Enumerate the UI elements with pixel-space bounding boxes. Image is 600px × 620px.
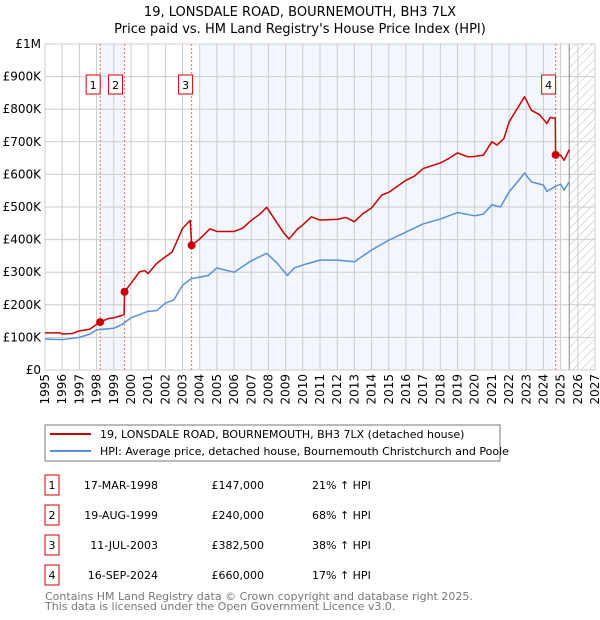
x-tick-label: 2003 <box>176 374 190 405</box>
plot-area: 1995 1996 1997 1998 1999 2000 2001 2002 2003 2004… <box>3 37 600 405</box>
sale-price: £382,500 <box>212 539 265 552</box>
sale-number-box <box>108 74 124 95</box>
legend-label-hpi: HPI: Average price, detached house, Bour… <box>100 445 509 458</box>
sale-price: £240,000 <box>212 509 265 522</box>
legend: 19, LONSDALE ROAD, BOURNEMOUTH, BH3 7LX … <box>44 424 509 462</box>
sale-point <box>551 150 560 159</box>
x-tick-label: 2021 <box>485 374 499 405</box>
y-tick-label: £300K <box>3 265 43 279</box>
chart-subtitle: Price paid vs. HM Land Registry's House … <box>114 22 486 37</box>
sale-date: 11-JUL-2003 <box>90 539 158 552</box>
plot-border <box>44 43 596 371</box>
hpi-line <box>44 172 570 341</box>
x-tick-label: 2023 <box>519 374 533 405</box>
sale-number: 4 <box>49 569 56 582</box>
x-tick-label: 2011 <box>313 374 327 405</box>
sale-point <box>187 241 196 250</box>
sale-number-box <box>541 74 557 95</box>
chart-title: 19, LONSDALE ROAD, BOURNEMOUTH, BH3 7LX <box>144 5 456 20</box>
table-row: 2 19-AUG-1999 £240,000 68% ↑ HPI <box>44 504 371 526</box>
x-tick-label: 2000 <box>124 374 138 405</box>
footer-copyright: Contains HM Land Registry data © Crown c… <box>45 590 473 603</box>
sale-number-box <box>178 74 194 95</box>
sale-number-box <box>44 504 60 526</box>
y-tick-label: £600K <box>3 167 43 181</box>
y-tick-label: £0 <box>26 363 41 377</box>
x-tick-label: 1997 <box>72 374 86 405</box>
sale-point <box>96 318 105 327</box>
y-tick-label: £1M <box>15 37 41 51</box>
sale-price: £147,000 <box>212 479 265 492</box>
footer-licence: This data is licensed under the Open Gov… <box>44 600 395 613</box>
property-price-line <box>45 96 570 335</box>
sale-price: £660,000 <box>212 569 265 582</box>
table-row: 3 11-JUL-2003 £382,500 38% ↑ HPI <box>44 534 371 556</box>
sale-point <box>120 287 129 296</box>
sale-number: 3 <box>49 539 56 552</box>
x-tick-label: 2027 <box>588 374 600 405</box>
sale-date: 17-MAR-1998 <box>84 479 158 492</box>
sale-hpi-diff: 68% ↑ HPI <box>312 509 371 522</box>
sale-hpi-diff: 38% ↑ HPI <box>312 539 371 552</box>
sale-hpi-diff: 17% ↑ HPI <box>312 569 371 582</box>
legend-box <box>44 424 501 462</box>
y-tick-label: £900K <box>3 70 43 84</box>
sale-number-box <box>44 564 60 586</box>
x-tick-label: 2018 <box>433 374 447 405</box>
sale-hpi-diff: 21% ↑ HPI <box>312 479 371 492</box>
sale-number: 1 <box>49 479 56 492</box>
x-tick-label: 2005 <box>210 374 224 405</box>
x-tick-label: 2012 <box>330 374 344 405</box>
sale-number-label: 4 <box>545 79 552 92</box>
table-row: 1 17-MAR-1998 £147,000 21% ↑ HPI <box>44 474 371 496</box>
x-tick-label: 2022 <box>502 374 516 405</box>
x-tick-label: 2017 <box>416 374 430 405</box>
y-tick-label: £700K <box>3 135 43 149</box>
x-tick-label: 2020 <box>468 374 482 405</box>
sale-number-label: 2 <box>112 79 119 92</box>
x-tick-label: 2025 <box>554 374 568 405</box>
sale-number-box <box>44 474 60 496</box>
x-tick-label: 2006 <box>227 374 241 405</box>
sale-date: 19-AUG-1999 <box>84 509 158 522</box>
x-tick-label: 1995 <box>38 374 52 405</box>
x-tick-label: 1996 <box>55 374 69 405</box>
x-tick-label: 2013 <box>347 374 361 405</box>
x-tick-label: 1998 <box>90 374 104 405</box>
y-tick-label: £800K <box>3 102 43 116</box>
y-tick-label: £500K <box>3 200 43 214</box>
x-tick-label: 2016 <box>399 374 413 405</box>
x-tick-label: 1999 <box>107 374 121 405</box>
x-tick-label: 2007 <box>244 374 258 405</box>
x-tick-label: 2014 <box>365 374 379 405</box>
x-tick-label: 2019 <box>451 374 465 405</box>
x-tick-label: 2010 <box>296 374 310 405</box>
sale-number: 2 <box>49 509 56 522</box>
legend-label-property: 19, LONSDALE ROAD, BOURNEMOUTH, BH3 7LX … <box>100 428 464 441</box>
x-tick-label: 2024 <box>536 374 550 405</box>
x-tick-label: 2009 <box>279 374 293 405</box>
x-tick-label: 2002 <box>158 374 172 405</box>
y-tick-label: £400K <box>3 233 43 247</box>
sale-number-box <box>44 534 60 556</box>
y-tick-label: £200K <box>3 298 43 312</box>
x-tick-label: 2001 <box>141 374 155 405</box>
sales-table: 1 17-MAR-1998 £147,000 21% ↑ HPI 2 19-AUG-199… <box>44 474 371 586</box>
y-tick-label: £100K <box>3 330 43 344</box>
x-tick-label: 2004 <box>193 374 207 405</box>
table-row: 4 16-SEP-2024 £660,000 17% ↑ HPI <box>44 564 371 586</box>
x-tick-label: 2026 <box>571 374 585 405</box>
sale-number-label: 3 <box>182 79 189 92</box>
sale-number-label: 1 <box>90 79 97 92</box>
sale-number-box <box>85 74 101 95</box>
x-tick-label: 2008 <box>261 374 275 405</box>
x-tick-label: 2015 <box>382 374 396 405</box>
sale-date: 16-SEP-2024 <box>88 569 158 582</box>
